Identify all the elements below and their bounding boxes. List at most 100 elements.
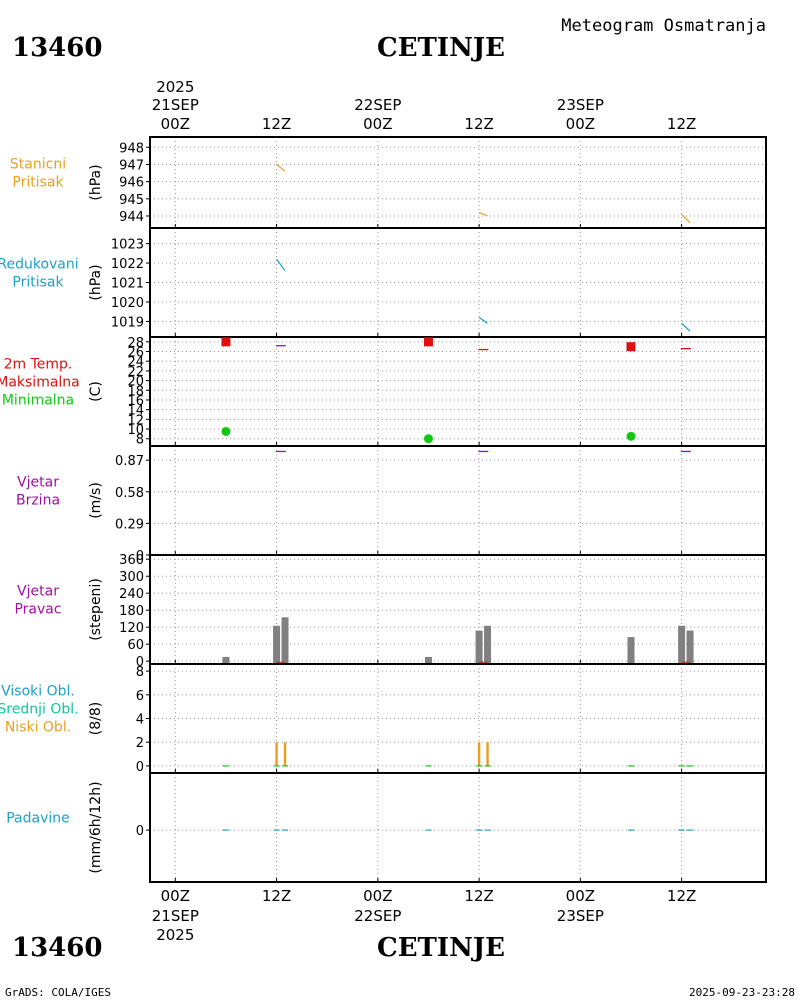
top-hour-label: 00Z: [161, 115, 190, 133]
bottom-hour-label: 12Z: [667, 887, 696, 905]
y-tick-label: 944: [119, 210, 144, 225]
bottom-hour-label: 00Z: [161, 887, 190, 905]
top-hour-label: 12Z: [262, 115, 291, 133]
bottom-date-label: 21SEP: [152, 907, 199, 925]
top-hour-label: 00Z: [363, 115, 392, 133]
series-line: [276, 258, 286, 272]
panel-label: Pritisak: [12, 275, 64, 291]
top-hour-label: 12Z: [464, 115, 493, 133]
y-tick-label: 1022: [111, 257, 144, 272]
bottom-hour-label: 12Z: [262, 887, 291, 905]
y-tick-label: 240: [119, 587, 144, 602]
panel-frame: [149, 772, 767, 883]
panel-label: Pritisak: [12, 175, 64, 191]
y-tick-label: 946: [119, 176, 144, 191]
top-hour-label: 12Z: [667, 115, 696, 133]
y-axis-label: (hPa): [88, 164, 104, 200]
y-axis-label: (stepeni): [88, 578, 104, 641]
wind-direction-bar: [678, 625, 686, 665]
station-id-top: 13460: [12, 33, 102, 63]
wind-direction-bar: [627, 637, 635, 665]
y-tick-label: 945: [119, 193, 144, 208]
panel-frame: [149, 554, 767, 665]
y-tick-label: 24: [127, 355, 144, 370]
station-id-bottom: 13460: [12, 933, 102, 963]
y-tick-label: 28: [127, 336, 144, 351]
y-tick-label: 8: [136, 433, 144, 448]
y-tick-label: 0.87: [115, 454, 144, 469]
top-hour-label: 00Z: [566, 115, 595, 133]
min-temp-marker: [626, 431, 636, 441]
wind-direction-bar: [273, 625, 281, 665]
y-tick-label: 16: [127, 394, 144, 409]
panel-frame: [149, 136, 767, 229]
y-tick-label: 0.58: [115, 486, 144, 501]
y-tick-label: 1020: [111, 296, 144, 311]
y-tick-label: 1021: [111, 277, 144, 292]
y-tick-label: 4: [136, 713, 144, 728]
time-axis-bottom: 00Z 12Z 00Z 12Z 00Z 12Z 21SEP 22SEP 23SEP 2025: [152, 887, 697, 944]
panel-label: Visoki Obl.: [1, 684, 75, 700]
low-cloud-bar: [283, 742, 287, 766]
bottom-hour-label: 00Z: [363, 887, 392, 905]
panel-frame: [149, 336, 767, 447]
y-tick-label: 6: [136, 689, 144, 704]
wind-direction-bar: [222, 656, 230, 665]
series-line: [681, 322, 691, 332]
bottom-hour-label: 00Z: [566, 887, 595, 905]
panel-sea_level_pressure: 1023 1022 1021 1020 1019 (hPa) Redukovani Priti…: [0, 227, 767, 338]
y-tick-label: 0: [136, 655, 144, 670]
y-tick-label: 0.29: [115, 517, 144, 532]
y-tick-label: 22: [127, 365, 144, 380]
panel-label: Brzina: [16, 493, 60, 509]
low-cloud-bar: [477, 742, 481, 766]
footer-credit: GrADS: COLA/IGES: [5, 986, 111, 999]
bottom-date-label: 22SEP: [354, 907, 401, 925]
min-temp-marker: [423, 434, 433, 444]
series-line: [681, 213, 691, 224]
top-date-label: 21SEP: [152, 96, 199, 114]
bottom-year-label: 2025: [156, 926, 194, 944]
y-tick-label: 1019: [111, 315, 144, 330]
panel-station_pressure: 948 947 946 945 944 (hPa) Stanicni Pritisak: [10, 136, 767, 229]
wind-direction-bar: [484, 625, 492, 665]
y-axis-label: (C): [88, 381, 104, 402]
y-tick-label: 0: [136, 549, 144, 564]
panel-label: Vjetar: [17, 584, 59, 600]
panel-wind_speed: 0.87 0.58 0.29 0 (m/s) Vjetar Brzina: [16, 445, 767, 564]
low-cloud-bar: [275, 742, 278, 766]
y-axis-label: (m/s): [88, 482, 104, 519]
y-tick-label: 180: [119, 604, 144, 619]
panel-label: Niski Obl.: [5, 720, 71, 736]
wind-direction-bar: [424, 656, 432, 665]
y-tick-label: 120: [119, 621, 144, 636]
low-cloud-bar: [486, 742, 489, 766]
panel-label: Minimalna: [2, 393, 74, 409]
panel-label: Pravac: [14, 602, 61, 618]
y-tick-label: 948: [119, 141, 144, 156]
y-tick-label: 1023: [111, 238, 144, 253]
product-title: Meteogram Osmatranja: [561, 16, 766, 36]
wind-direction-bar: [475, 630, 483, 665]
panel-wind_direction: 360 300 240 180 120 60 0 (stepeni) Vjetar Pravac: [14, 553, 767, 670]
time-axis-top: 00Z 12Z 00Z 12Z 00Z 12Z 21SEP 22SEP 23SEP 2025: [152, 78, 697, 133]
y-tick-label: 20: [127, 375, 144, 390]
y-tick-label: 0: [136, 824, 144, 839]
min-temp-marker: [221, 426, 231, 436]
y-axis-label: (hPa): [88, 264, 104, 300]
y-tick-label: 18: [127, 384, 144, 399]
series-line: [276, 164, 286, 172]
meteogram-panels: 948947946945944(hPa)StanicniPritisak1023…: [0, 136, 767, 883]
station-name-bottom: CETINJE: [377, 933, 505, 963]
y-tick-label: 360: [119, 553, 144, 568]
footer-timestamp: 2025-09-23-23:28: [689, 986, 795, 999]
y-axis-label: (8/8): [88, 702, 104, 735]
y-axis-label: (mm/6h/12h): [88, 781, 104, 873]
y-tick-label: 8: [136, 665, 144, 680]
panel-label: Vjetar: [17, 475, 59, 491]
series-line: [478, 317, 488, 324]
bottom-hour-label: 12Z: [464, 887, 493, 905]
bottom-date-label: 23SEP: [557, 907, 604, 925]
